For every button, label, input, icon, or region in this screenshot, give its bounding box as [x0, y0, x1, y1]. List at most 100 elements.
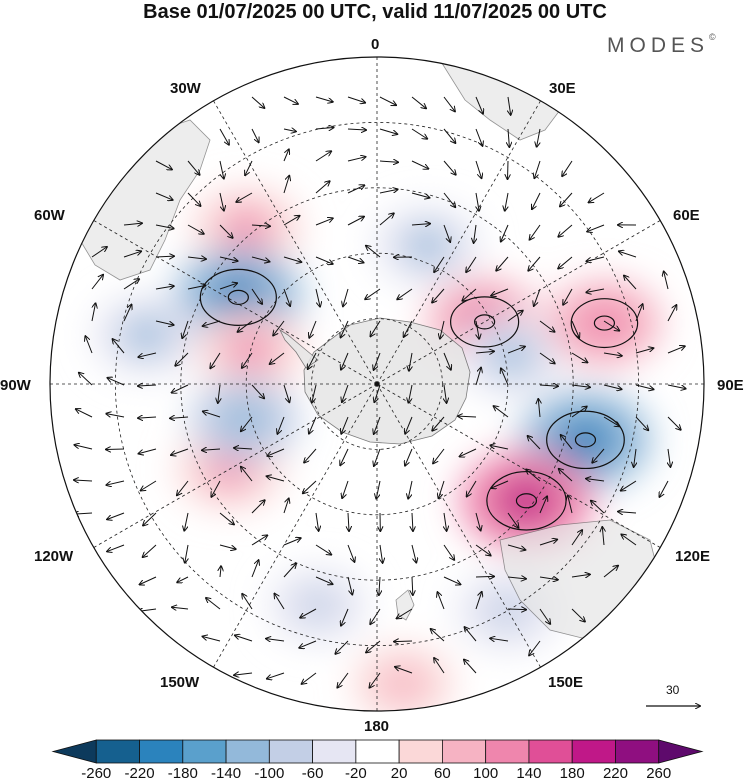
wind-arrow [563, 288, 573, 305]
wind-arrow [218, 384, 220, 403]
wind-arrow [340, 448, 349, 465]
colorbar-segment [268, 739, 314, 764]
wind-arrow [172, 384, 189, 393]
wind-arrow [241, 467, 253, 482]
colorbar-segment [139, 739, 184, 764]
wind-arrow [185, 544, 188, 563]
latitude-circle [311, 318, 443, 450]
colorbar [51, 739, 704, 764]
wind-arrow [443, 128, 455, 143]
wind-arrow [251, 535, 267, 546]
wind-arrow [315, 218, 333, 226]
contour-ring [546, 410, 625, 470]
colorbar-tick-label: -140 [211, 765, 242, 782]
wind-arrow [507, 609, 526, 610]
wind-arrow [283, 499, 289, 514]
wind-arrow [266, 639, 285, 641]
wind-arrow [571, 574, 590, 577]
anomaly-core [405, 227, 450, 264]
wind-arrow [283, 216, 299, 226]
wind-arrow [539, 608, 550, 624]
colorbar-tick-label: 60 [434, 765, 451, 782]
wind-arrow [202, 449, 221, 450]
wind-arrow [206, 598, 221, 610]
wind-arrow [302, 672, 317, 684]
wind-arrow [374, 384, 381, 402]
wind-arrow [251, 560, 259, 578]
wind-arrow [374, 416, 381, 434]
wind-arrow [432, 288, 445, 303]
wind-arrow [219, 256, 238, 261]
wind-arrow [335, 640, 349, 654]
wind-arrow [587, 256, 605, 261]
wind-arrow [443, 576, 460, 584]
wind-arrow [667, 346, 685, 354]
wind-arrow [219, 160, 224, 179]
wind-arrow [366, 246, 381, 258]
wind-arrow [507, 512, 518, 528]
wind-arrow [380, 544, 383, 563]
wind-arrow [379, 213, 394, 226]
wind-arrow [315, 288, 320, 307]
colorbar-tick-label: 140 [516, 765, 542, 782]
wind-arrow [491, 288, 509, 296]
wind-arrow [443, 160, 456, 175]
wind-arrow [475, 592, 482, 610]
contour-ring [486, 470, 567, 531]
wind-arrow [234, 673, 253, 675]
wind-arrow [369, 672, 381, 688]
wind-arrow [443, 544, 454, 560]
wind-arrow [91, 303, 95, 322]
wind-arrow [139, 448, 157, 454]
wind-arrow [440, 320, 445, 339]
vector-scale-label: 30 [666, 683, 680, 697]
wind-arrow [219, 512, 234, 524]
wind-arrow [464, 660, 477, 674]
wind-arrow [309, 416, 317, 434]
wind-arrow [283, 538, 301, 546]
meridian-line [376, 220, 661, 385]
wind-arrow [379, 96, 396, 105]
wind-arrow [434, 256, 445, 272]
wind-arrow [561, 435, 573, 450]
colorbar-segment [398, 739, 443, 764]
wind-arrow [79, 373, 93, 386]
wind-arrow [187, 224, 204, 234]
colorbar-tick-label: -20 [345, 765, 367, 782]
lon-label-120w: 120W [34, 548, 74, 565]
wind-arrow [107, 544, 125, 551]
wind-arrow [242, 594, 253, 610]
wind-arrow [366, 640, 381, 652]
wind-arrow [439, 480, 445, 498]
wind-arrow [277, 416, 285, 434]
wind-arrow [475, 128, 482, 146]
wind-arrow [309, 320, 317, 338]
wind-arrow [123, 279, 139, 290]
wind-arrow [187, 160, 200, 175]
wind-arrow [568, 496, 573, 514]
wind-arrow [404, 320, 413, 337]
wind-arrow [316, 512, 319, 531]
wind-arrow [211, 480, 221, 497]
wind-arrow [586, 479, 605, 481]
lon-label-150w: 150W [160, 674, 200, 691]
wind-arrow [534, 160, 541, 178]
wind-arrow [618, 512, 637, 513]
wind-arrow [411, 192, 429, 198]
wind-arrow [235, 635, 253, 642]
wind-arrow [283, 149, 289, 162]
wind-arrow [603, 384, 621, 389]
wind-arrow [370, 608, 381, 624]
wind-arrow [374, 448, 381, 466]
wind-arrow [141, 480, 157, 491]
wind-arrow [507, 544, 525, 550]
wind-arrow [508, 96, 511, 115]
wind-arrow [434, 658, 445, 674]
wind-arrow [592, 448, 605, 463]
wind-arrow [74, 480, 93, 481]
colorbar-segment [571, 739, 616, 764]
wind-arrow [494, 406, 509, 418]
wind-arrow [283, 564, 296, 578]
wind-arrow [308, 352, 317, 369]
wind-arrow [140, 576, 157, 584]
